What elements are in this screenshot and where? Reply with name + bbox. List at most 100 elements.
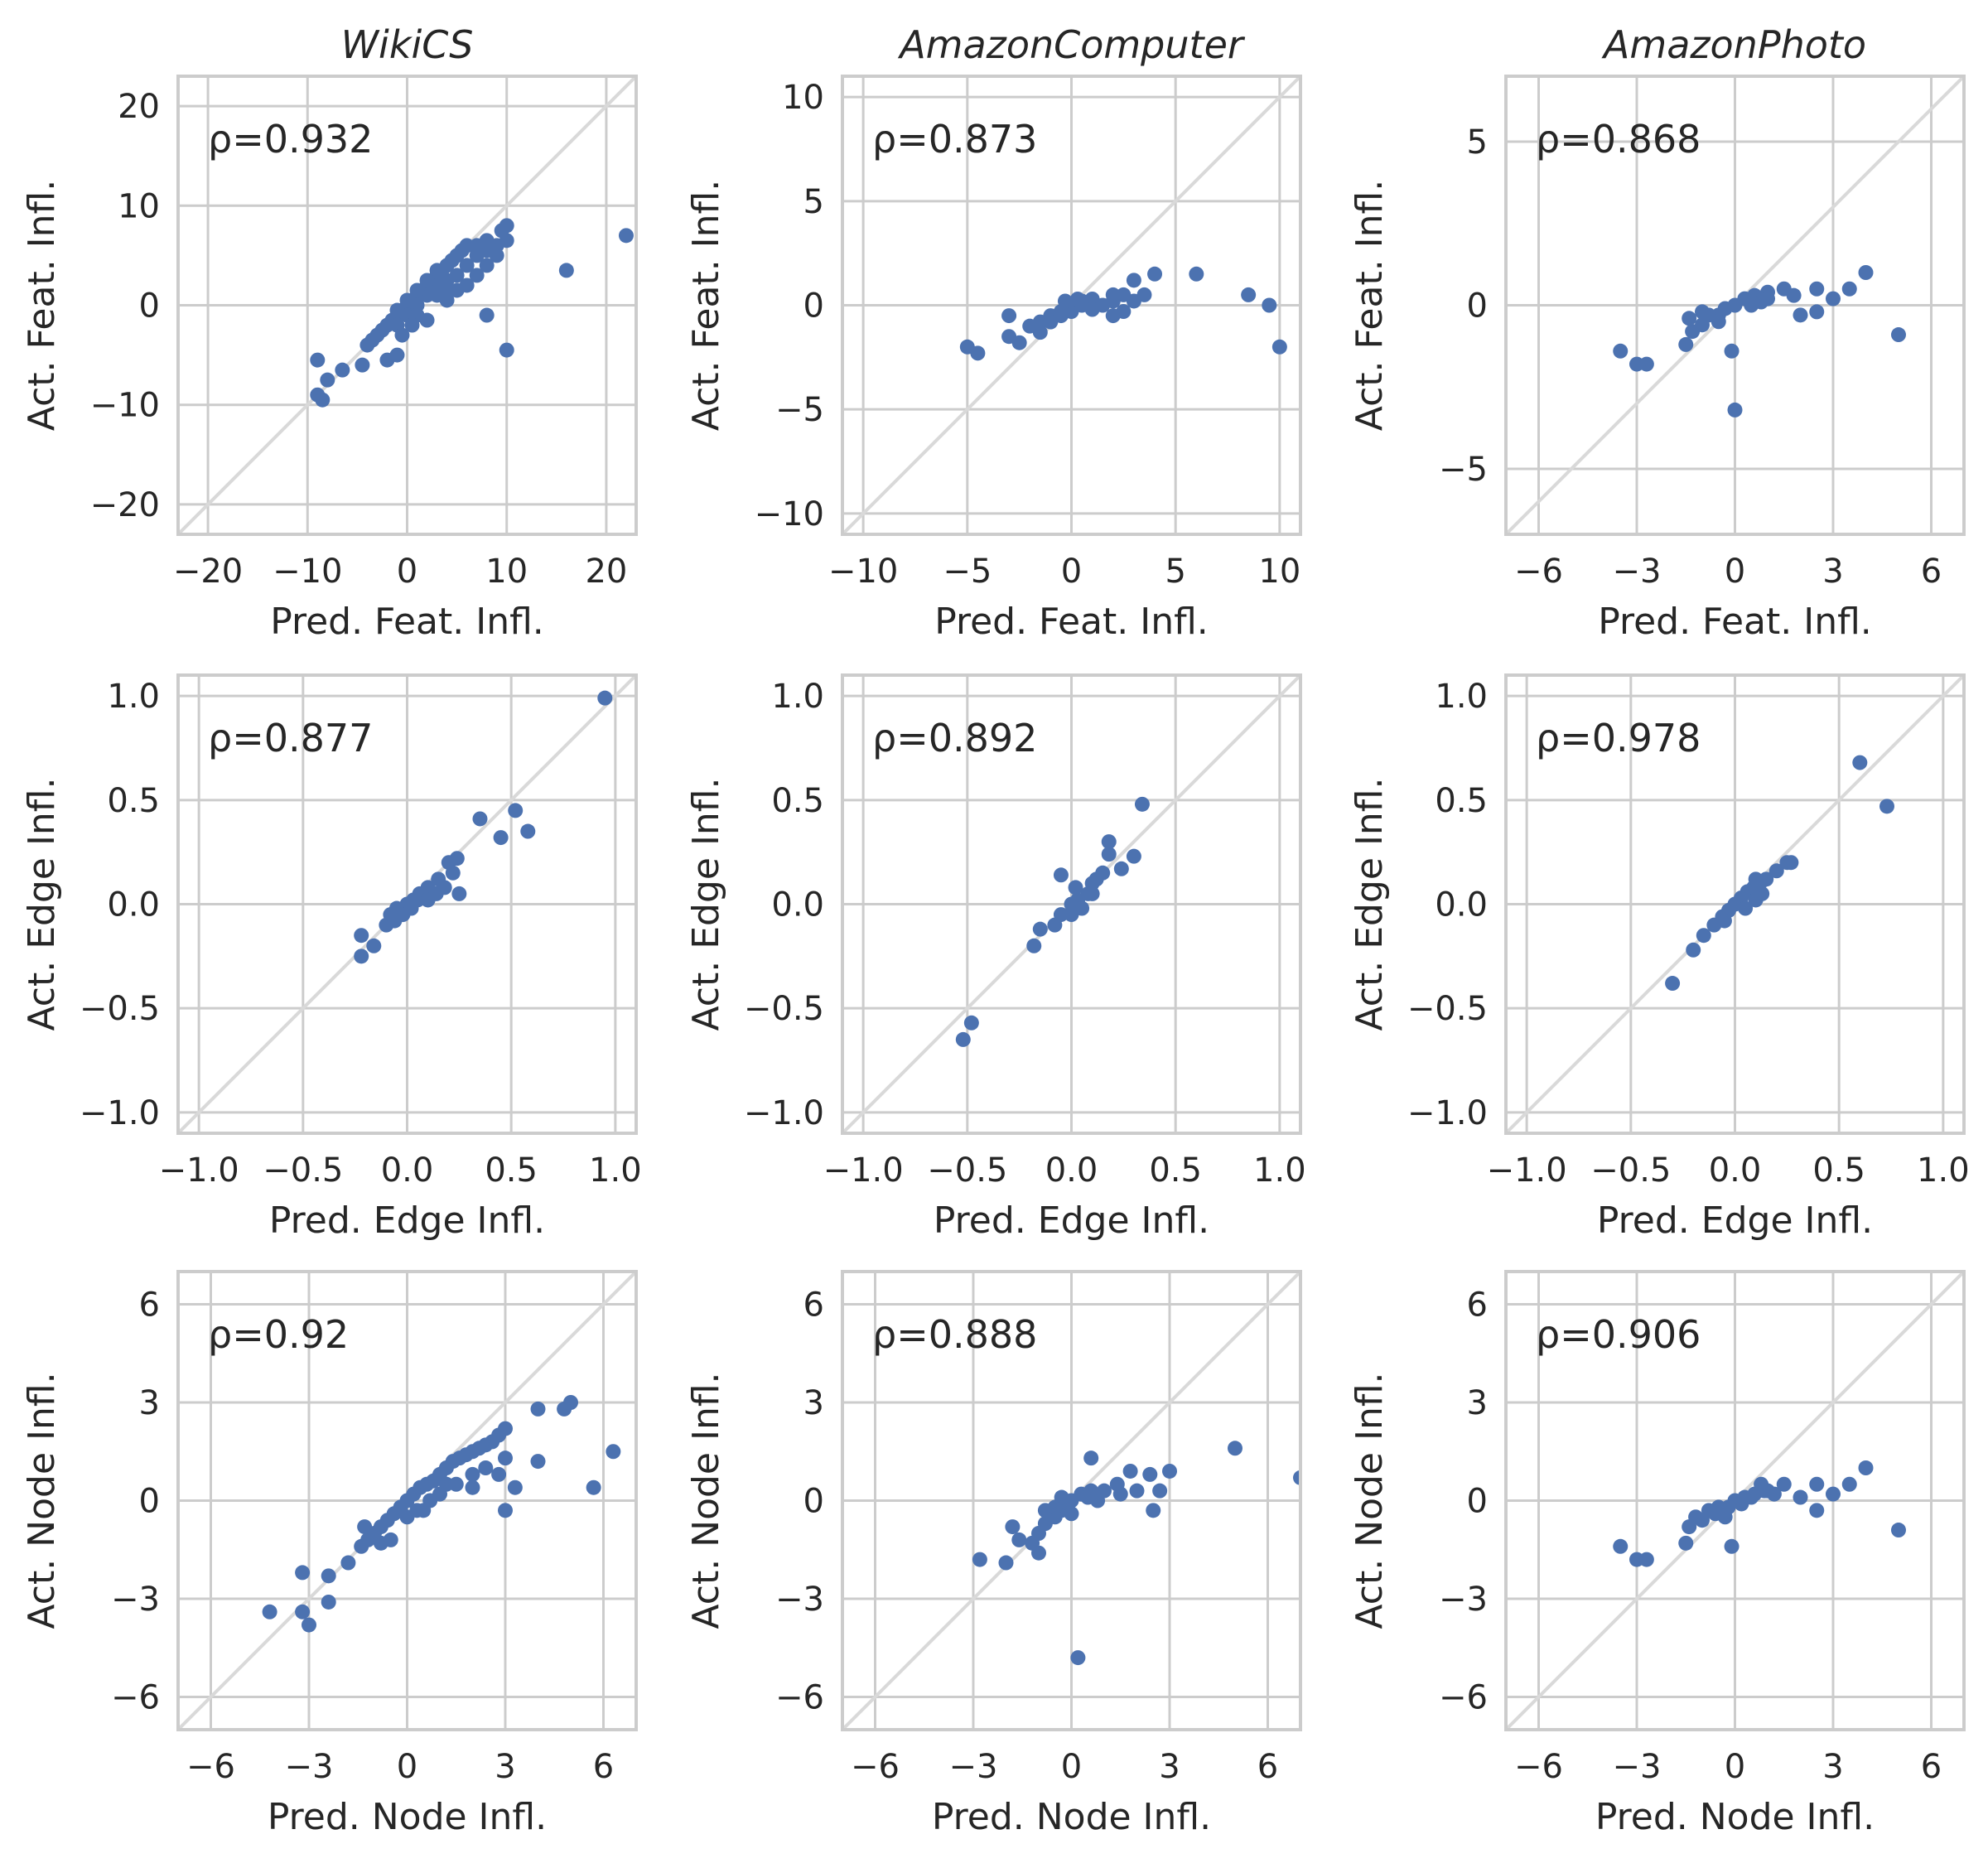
y-tick-label: 0.0	[771, 886, 824, 924]
y-tick-label: 5	[1467, 123, 1488, 162]
y-tick-label: 3	[803, 1384, 824, 1422]
data-point	[472, 811, 488, 827]
data-point	[389, 347, 405, 363]
data-point	[479, 258, 495, 273]
data-point	[1826, 1486, 1841, 1502]
data-point	[1776, 1476, 1792, 1492]
data-point	[1717, 301, 1733, 316]
x-tick-label: −1.0	[159, 1151, 239, 1190]
data-point	[1090, 1493, 1106, 1508]
y-tick-label: 0.0	[1435, 886, 1488, 924]
data-point	[366, 938, 382, 953]
x-tick-label: 6	[1257, 1748, 1278, 1786]
data-point	[1841, 1476, 1857, 1492]
data-point	[310, 352, 326, 368]
data-point	[1744, 1489, 1759, 1505]
data-point	[1146, 1503, 1161, 1518]
data-point	[1717, 1509, 1733, 1525]
data-point	[373, 1535, 388, 1551]
x-tick-label: −1.0	[823, 1151, 904, 1190]
data-point	[394, 327, 410, 343]
y-axis-label: Act. Edge Infl.	[21, 777, 63, 1031]
data-point	[1032, 921, 1048, 937]
data-point	[1053, 867, 1069, 883]
data-point	[478, 1460, 494, 1475]
data-point	[355, 357, 370, 373]
axes-frame	[841, 1270, 1302, 1731]
data-point	[1826, 291, 1841, 307]
data-point	[498, 1450, 513, 1466]
y-axis-label: Act. Node Infl.	[685, 1372, 727, 1629]
data-point	[1011, 335, 1027, 350]
data-point	[1793, 1489, 1808, 1505]
data-point	[1228, 1441, 1242, 1456]
data-point	[1293, 1470, 1300, 1485]
data-point	[451, 886, 467, 901]
data-point	[963, 1015, 979, 1031]
data-point	[419, 273, 435, 288]
x-tick-label: −1.0	[1487, 1151, 1567, 1190]
data-point	[1262, 297, 1277, 313]
y-tick-label: −10	[90, 387, 160, 425]
data-point	[586, 1479, 601, 1495]
x-tick-label: 3	[1822, 1748, 1843, 1786]
x-axis-label: Pred. Edge Infl.	[269, 1199, 545, 1242]
x-axis-label: Pred. Edge Infl.	[1597, 1199, 1873, 1242]
points-group	[955, 796, 1150, 1047]
data-point	[1084, 302, 1100, 317]
x-tick-label: 3	[495, 1748, 515, 1786]
data-point	[410, 892, 426, 908]
data-point	[445, 865, 461, 881]
correlation-annotation: ρ=0.868	[1536, 117, 1701, 162]
data-point	[459, 258, 475, 273]
data-point	[1891, 1523, 1906, 1538]
data-point	[1084, 886, 1100, 901]
data-point	[1768, 863, 1784, 879]
data-point	[1068, 880, 1083, 895]
data-point	[1638, 356, 1654, 372]
data-point	[499, 342, 514, 358]
x-tick-label: −0.5	[927, 1151, 1007, 1190]
data-point	[530, 1401, 546, 1417]
data-point	[1136, 287, 1152, 302]
axes-frame	[176, 1270, 638, 1731]
correlation-annotation: ρ=0.892	[872, 716, 1037, 760]
data-point	[1064, 1506, 1079, 1522]
data-point	[498, 1503, 513, 1518]
data-point	[1053, 907, 1069, 923]
data-point	[1891, 327, 1906, 343]
y-tick-label: 3	[1467, 1384, 1488, 1422]
y-tick-label: −5	[1439, 451, 1488, 489]
y-tick-label: −20	[90, 486, 160, 524]
data-point	[295, 1604, 311, 1619]
y-tick-label: 6	[1467, 1286, 1488, 1325]
data-point	[1613, 1538, 1629, 1554]
x-tick-label: 1.0	[589, 1151, 642, 1190]
data-point	[1070, 291, 1086, 307]
y-tick-label: −1.0	[80, 1094, 160, 1132]
axes-frame	[1504, 75, 1966, 536]
data-point	[1754, 294, 1769, 310]
data-point	[1678, 336, 1694, 352]
data-point	[321, 1568, 336, 1584]
x-tick-label: −6	[851, 1748, 900, 1786]
data-point	[1766, 1486, 1782, 1502]
x-tick-label: 0.5	[485, 1151, 538, 1190]
data-point	[262, 1604, 277, 1619]
data-point	[1786, 287, 1802, 303]
correlation-annotation: ρ=0.932	[208, 117, 373, 162]
subplot-5: −1.0 −0.5 0.0 0.5 1.0 −1.0 −0.5 0.0 0.5 1.0 Pred. …	[685, 673, 1306, 1242]
x-tick-label: −3	[1613, 553, 1662, 591]
data-point	[508, 803, 524, 818]
correlation-annotation: ρ=0.978	[1536, 716, 1701, 760]
points-group	[972, 1441, 1300, 1666]
data-point	[970, 345, 986, 361]
x-tick-label: −10	[828, 553, 898, 591]
data-point	[563, 1395, 578, 1410]
y-tick-label: 0.5	[107, 782, 160, 820]
x-tick-label: 10	[1258, 553, 1300, 591]
x-tick-label: 20	[585, 553, 627, 591]
data-point	[1101, 834, 1117, 850]
data-point	[1031, 1545, 1046, 1561]
